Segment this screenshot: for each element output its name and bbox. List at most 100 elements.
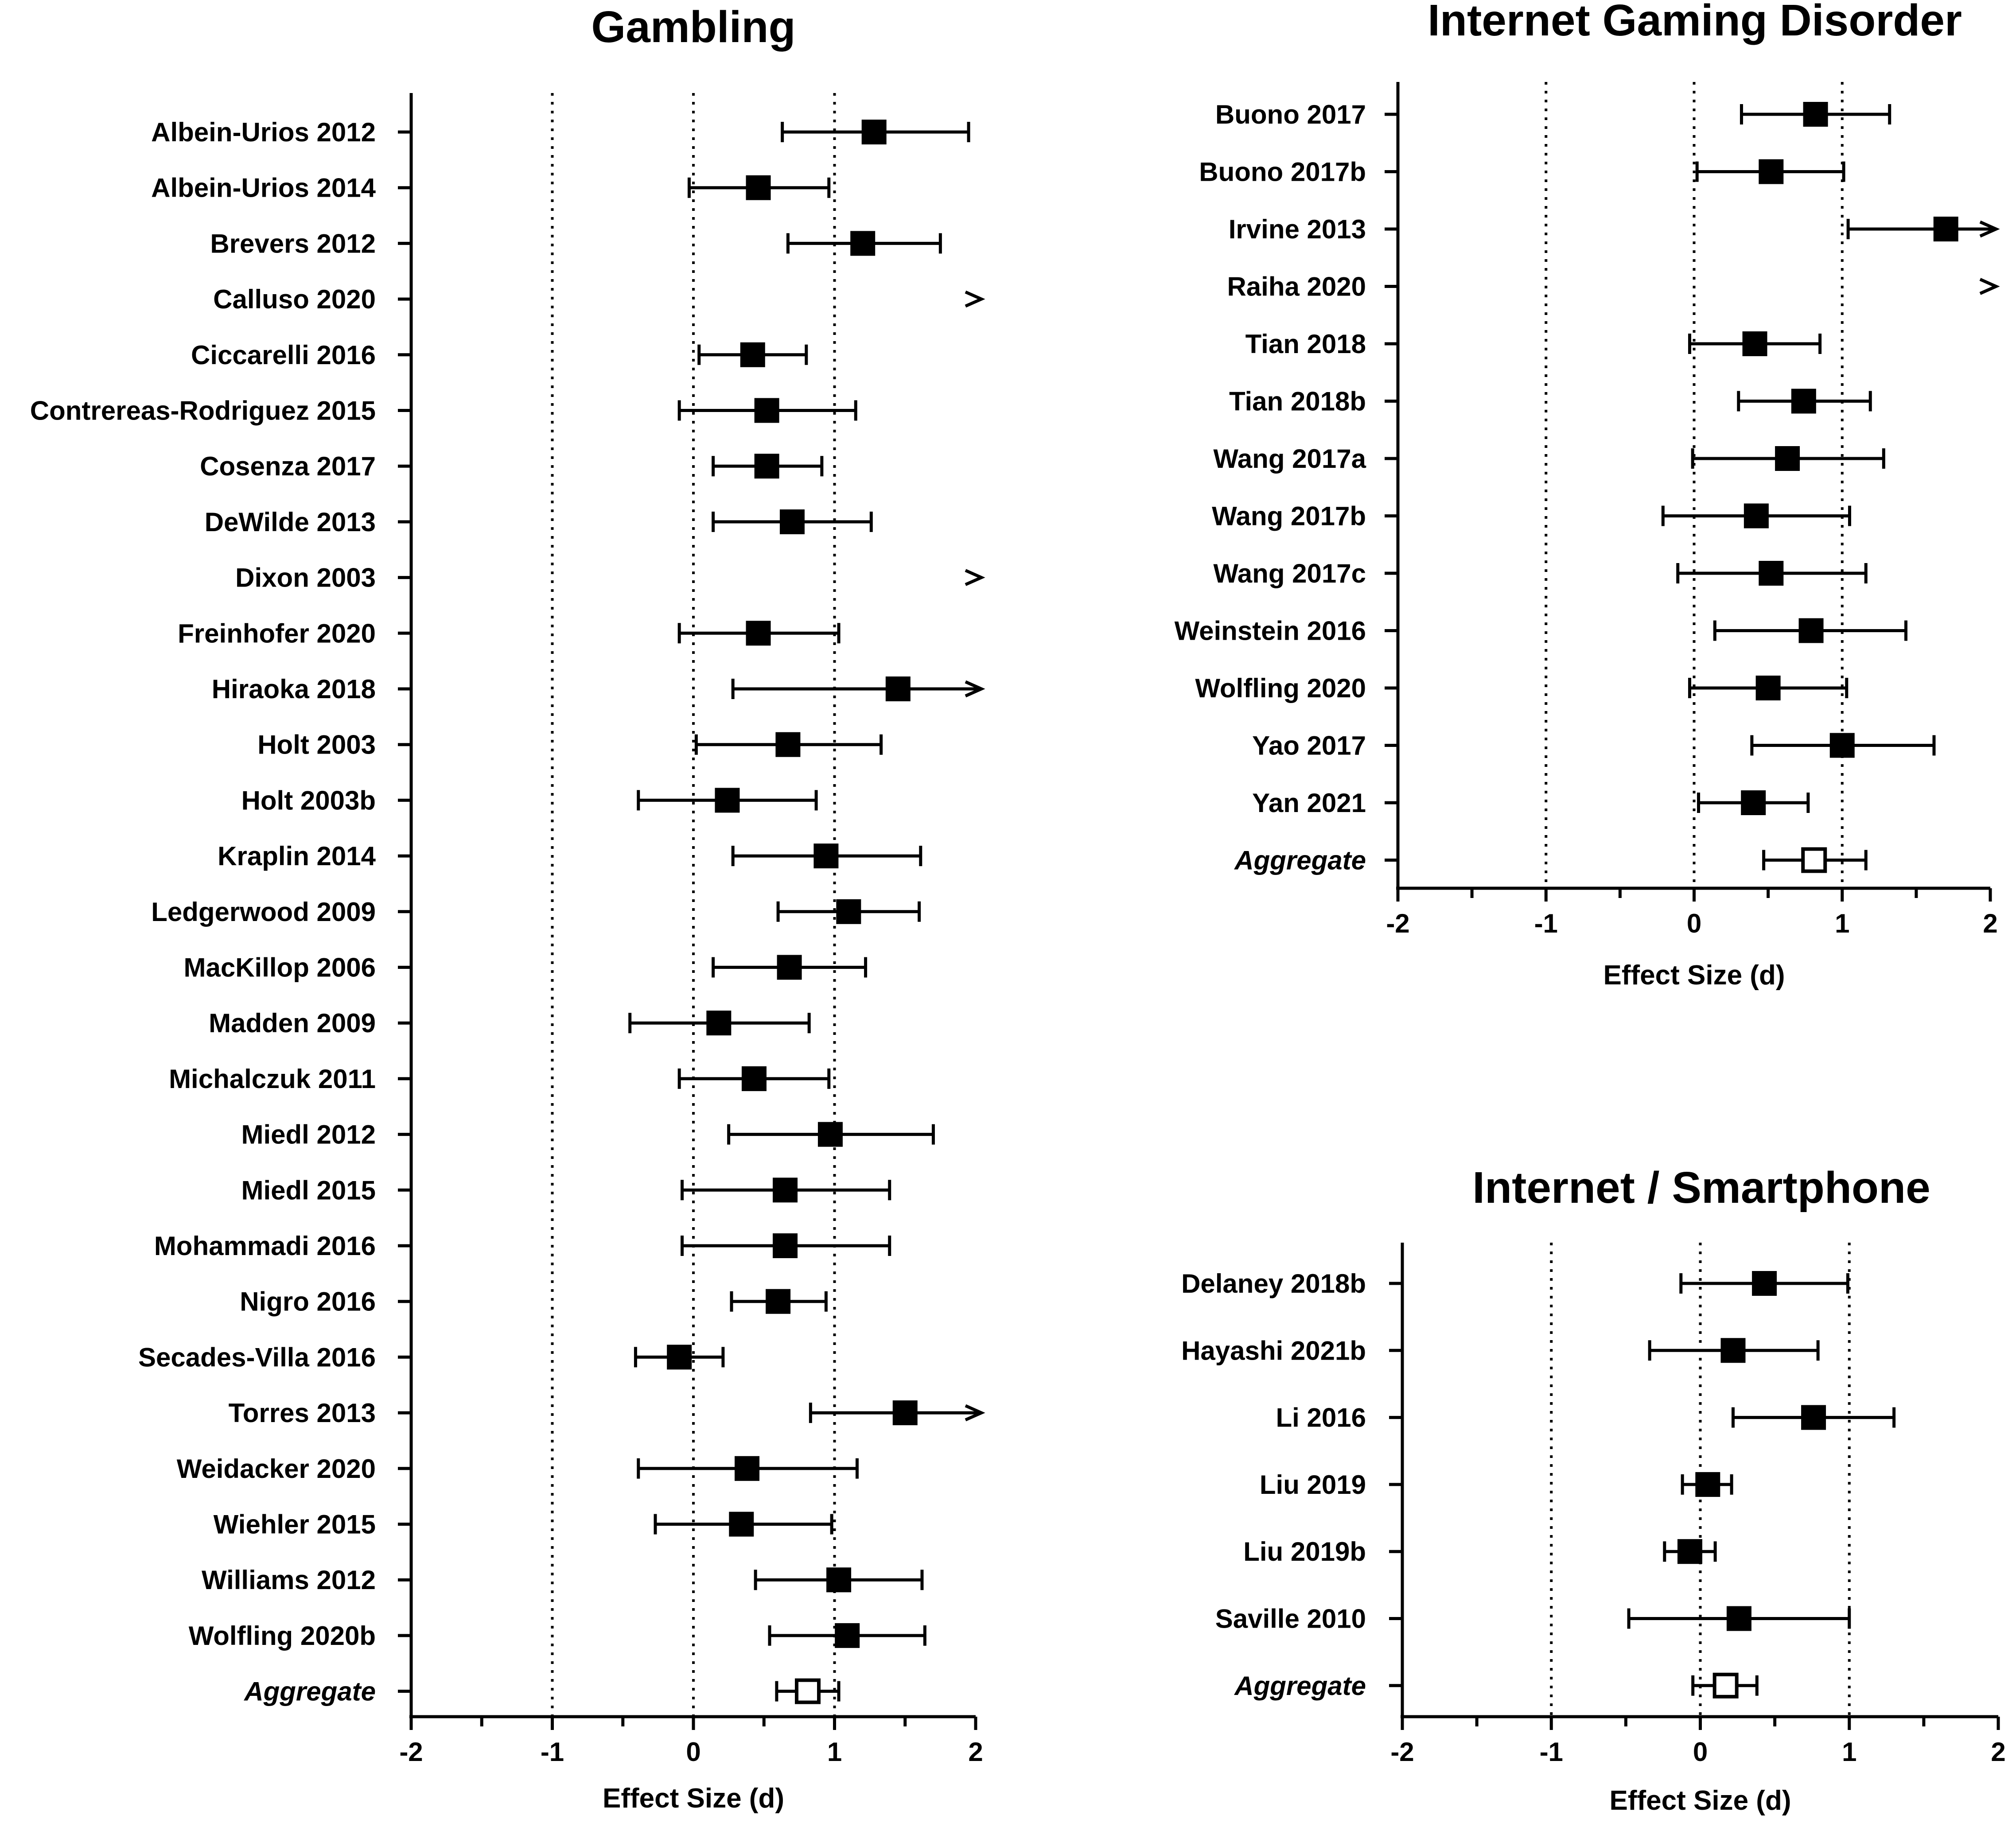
effect-point <box>850 231 876 256</box>
study-row: Torres 2013 <box>229 1398 985 1428</box>
study-row: Cosenza 2017 <box>200 451 824 481</box>
study-label: Wang 2017c <box>1213 559 1366 588</box>
study-label: Nigro 2016 <box>240 1287 376 1317</box>
study-row: Hiraoka 2018 <box>212 674 985 704</box>
x-tick-label: 1 <box>1835 909 1849 938</box>
panel-title: Internet / Smartphone <box>1472 1163 1930 1213</box>
study-row: Buono 2017b <box>1199 157 1845 187</box>
study-label: Torres 2013 <box>229 1398 376 1428</box>
effect-point <box>1720 1338 1746 1363</box>
off-scale-arrow <box>1979 220 2000 238</box>
effect-point <box>892 1400 918 1426</box>
study-row: Wang 2017a <box>1213 444 1885 474</box>
study-row: Michalczuk 2011 <box>169 1064 831 1094</box>
x-tick-label: -2 <box>1390 1737 1414 1767</box>
off-scale-arrow <box>965 1404 985 1422</box>
effect-point <box>754 454 779 479</box>
x-tick-label: 2 <box>968 1737 983 1767</box>
effect-point <box>779 509 805 534</box>
effect-point <box>1752 1271 1777 1296</box>
effect-point <box>775 732 801 757</box>
study-row: Hayashi 2021b <box>1181 1336 1820 1365</box>
study-row: MacKillop 2006 <box>183 953 868 983</box>
study-label: Liu 2019 <box>1260 1470 1366 1500</box>
study-label: Buono 2017 <box>1215 100 1366 129</box>
study-label: Irvine 2013 <box>1229 214 1366 244</box>
study-row: Albein-Urios 2012 <box>151 117 970 147</box>
study-row: Irvine 2013 <box>1229 214 2000 244</box>
x-tick-label: 1 <box>827 1737 842 1767</box>
off-scale-arrow <box>965 569 985 586</box>
study-label: Madden 2009 <box>209 1008 376 1038</box>
study-label: Liu 2019b <box>1243 1537 1366 1566</box>
x-axis-title: Effect Size (d) <box>1610 1785 1791 1816</box>
study-row: Nigro 2016 <box>240 1287 828 1317</box>
study-row: Mohammadi 2016 <box>154 1231 891 1261</box>
effect-point <box>885 676 911 701</box>
study-row: Tian 2018b <box>1229 387 1872 416</box>
study-label: Yao 2017 <box>1252 731 1366 761</box>
x-tick-label: -1 <box>1540 1737 1563 1767</box>
x-axis-title: Effect Size (d) <box>603 1783 784 1814</box>
effect-point <box>1695 1472 1720 1497</box>
effect-point <box>1744 503 1769 529</box>
study-row: Yao 2017 <box>1252 731 1936 761</box>
panel-title: Gambling <box>591 2 795 52</box>
study-row: Calluso 2020 <box>213 284 985 314</box>
study-label: Hayashi 2021b <box>1181 1336 1366 1365</box>
study-row: Weidacker 2020 <box>177 1454 859 1484</box>
study-label: DeWilde 2013 <box>205 507 376 537</box>
study-row: Ciccarelli 2016 <box>191 340 808 370</box>
study-row: Freinhofer 2020 <box>178 618 841 648</box>
panel-igd: Internet Gaming Disorder -2 -1 0 1 2 Effect Si… <box>1175 0 2000 991</box>
effect-point <box>1791 389 1816 414</box>
effect-point <box>667 1345 692 1370</box>
effect-point <box>1759 561 1784 586</box>
effect-point <box>826 1567 852 1593</box>
x-tick-label: 2 <box>1991 1737 2005 1767</box>
study-label: Tian 2018b <box>1229 387 1366 416</box>
study-row: Raiha 2020 <box>1227 272 2000 302</box>
study-row: Kraplin 2014 <box>218 841 922 871</box>
study-label: Holt 2003b <box>241 785 376 815</box>
effect-point <box>817 1122 843 1147</box>
aggregate-point <box>794 1678 821 1704</box>
study-label: MacKillop 2006 <box>183 953 376 983</box>
study-label: Williams 2012 <box>202 1565 376 1595</box>
off-scale-arrow <box>965 290 985 308</box>
study-row: Secades-Villa 2016 <box>138 1342 725 1372</box>
study-row: Holt 2003 <box>257 730 883 760</box>
study-label: Dixon 2003 <box>235 563 376 593</box>
effect-point <box>1742 331 1767 356</box>
study-row: Ledgerwood 2009 <box>151 897 921 927</box>
effect-point <box>729 1512 754 1537</box>
study-label: Brevers 2012 <box>210 229 376 258</box>
study-row: Weinstein 2016 <box>1175 616 1907 646</box>
effect-point <box>777 955 802 980</box>
x-axis-title: Effect Size (d) <box>1603 960 1785 991</box>
study-label: Hiraoka 2018 <box>212 674 376 704</box>
study-label: Delaney 2018b <box>1181 1269 1366 1298</box>
effect-point <box>1803 102 1828 127</box>
off-scale-arrow <box>1979 278 2000 295</box>
effect-point <box>766 1289 791 1314</box>
study-row: Liu 2019 <box>1260 1470 1733 1500</box>
study-row: Contrereas-Rodriguez 2015 <box>30 396 857 426</box>
effect-point <box>1741 790 1766 815</box>
effect-point <box>715 788 740 813</box>
study-row: Dixon 2003 <box>235 563 985 593</box>
x-tick-label: 0 <box>686 1737 701 1767</box>
study-label: Holt 2003 <box>257 730 376 760</box>
effect-point <box>773 1178 798 1203</box>
aggregate-label: Aggregate <box>243 1677 376 1706</box>
study-label: Li 2016 <box>1276 1403 1366 1433</box>
study-label: Yan 2021 <box>1252 788 1366 818</box>
study-label: Wang 2017b <box>1212 501 1366 531</box>
study-row: DeWilde 2013 <box>205 507 873 537</box>
x-tick-label: -2 <box>1386 909 1409 938</box>
study-label: Ledgerwood 2009 <box>151 897 376 927</box>
study-label: Weidacker 2020 <box>177 1454 376 1484</box>
effect-point <box>706 1011 732 1036</box>
panel-internet-smartphone: Internet / Smartphone -2 -1 0 1 2 Effect Size … <box>1181 1163 2006 1816</box>
study-label: Kraplin 2014 <box>218 841 376 871</box>
